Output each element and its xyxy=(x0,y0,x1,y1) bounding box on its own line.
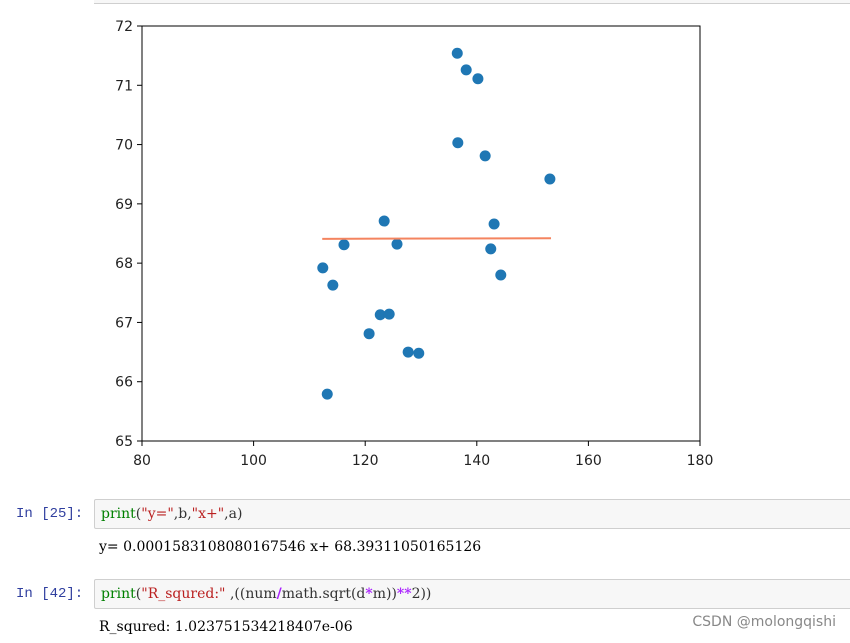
scatter-point xyxy=(383,308,395,320)
code-token: * xyxy=(365,586,373,602)
scatter-point xyxy=(452,137,464,149)
y-tick-label: 65 xyxy=(115,434,133,450)
cell-output: y= 0.0001583108080167546 x+ 68.393110501… xyxy=(99,539,482,555)
code-token: "R_squred:" xyxy=(141,586,226,602)
x-tick-label: 160 xyxy=(575,453,602,469)
scatter-point xyxy=(391,238,403,250)
plot-frame xyxy=(141,25,701,442)
scatter-point xyxy=(378,215,390,227)
watermark: CSDN @molongqishi xyxy=(692,614,836,630)
code-token: "x+" xyxy=(191,506,225,522)
fit-line xyxy=(322,237,552,240)
scatter-point xyxy=(472,73,484,85)
code-cell[interactable]: print("R_squred:" ,((num/math.sqrt(d*m))… xyxy=(94,579,850,609)
code-cell[interactable]: print("y=",b,"x+",a) xyxy=(94,499,850,529)
y-tick-label: 70 xyxy=(115,138,133,154)
x-tick-label: 120 xyxy=(352,453,379,469)
code-token: ,((num xyxy=(225,586,277,602)
scatter-point xyxy=(460,64,472,76)
x-tick-label: 100 xyxy=(240,453,267,469)
cell-prompt: In [42]: xyxy=(16,586,84,602)
scatter-point xyxy=(338,239,350,251)
code: print("y=",b,"x+",a) xyxy=(101,506,242,522)
code-token: "y=" xyxy=(141,506,174,522)
x-tick-label: 140 xyxy=(463,453,490,469)
scatter-point xyxy=(363,328,375,340)
code-token: / xyxy=(276,586,282,602)
y-tick-label: 72 xyxy=(115,19,133,35)
scatter-point xyxy=(479,150,491,162)
scatter-point xyxy=(402,346,414,358)
chart: 80 100 120 140 160 180 65 66 67 68 69 70 71 72 xyxy=(115,19,714,469)
y-tick-label: 71 xyxy=(115,78,133,94)
scatter-point xyxy=(321,388,333,400)
code-token: ,b, xyxy=(173,506,192,522)
code-token: ** xyxy=(396,586,412,602)
previous-cell-edge xyxy=(94,0,850,4)
x-tick-label: 180 xyxy=(687,453,714,469)
code-token: m)) xyxy=(372,586,397,602)
x-tick-label: 80 xyxy=(133,453,151,469)
scatter-point xyxy=(485,243,497,255)
scatter-point xyxy=(374,309,386,321)
scatter-point xyxy=(488,218,500,230)
scatter-point xyxy=(327,279,339,291)
code: print("R_squred:" ,((num/math.sqrt(d*m))… xyxy=(101,586,431,602)
scatter-point xyxy=(544,173,556,185)
code-token: ,a) xyxy=(224,506,243,522)
y-tick-label: 67 xyxy=(115,315,133,331)
code-token: ( xyxy=(135,586,142,602)
cell-output: R_squred: 1.023751534218407e-06 xyxy=(99,619,353,635)
scatter-point xyxy=(451,47,463,59)
y-tick-label: 66 xyxy=(115,375,133,391)
y-tick-label: 69 xyxy=(115,197,133,213)
code-token: ( xyxy=(135,506,142,522)
cell-prompt: In [25]: xyxy=(16,506,84,522)
scatter-point xyxy=(317,262,329,274)
scatter-point xyxy=(413,347,425,359)
code-token: print xyxy=(101,586,136,602)
code-token: math.sqrt(d xyxy=(281,586,366,602)
y-tick-label: 68 xyxy=(115,256,133,272)
code-token: 2)) xyxy=(411,586,432,602)
code-token: print xyxy=(101,506,136,522)
scatter-point xyxy=(495,269,507,281)
